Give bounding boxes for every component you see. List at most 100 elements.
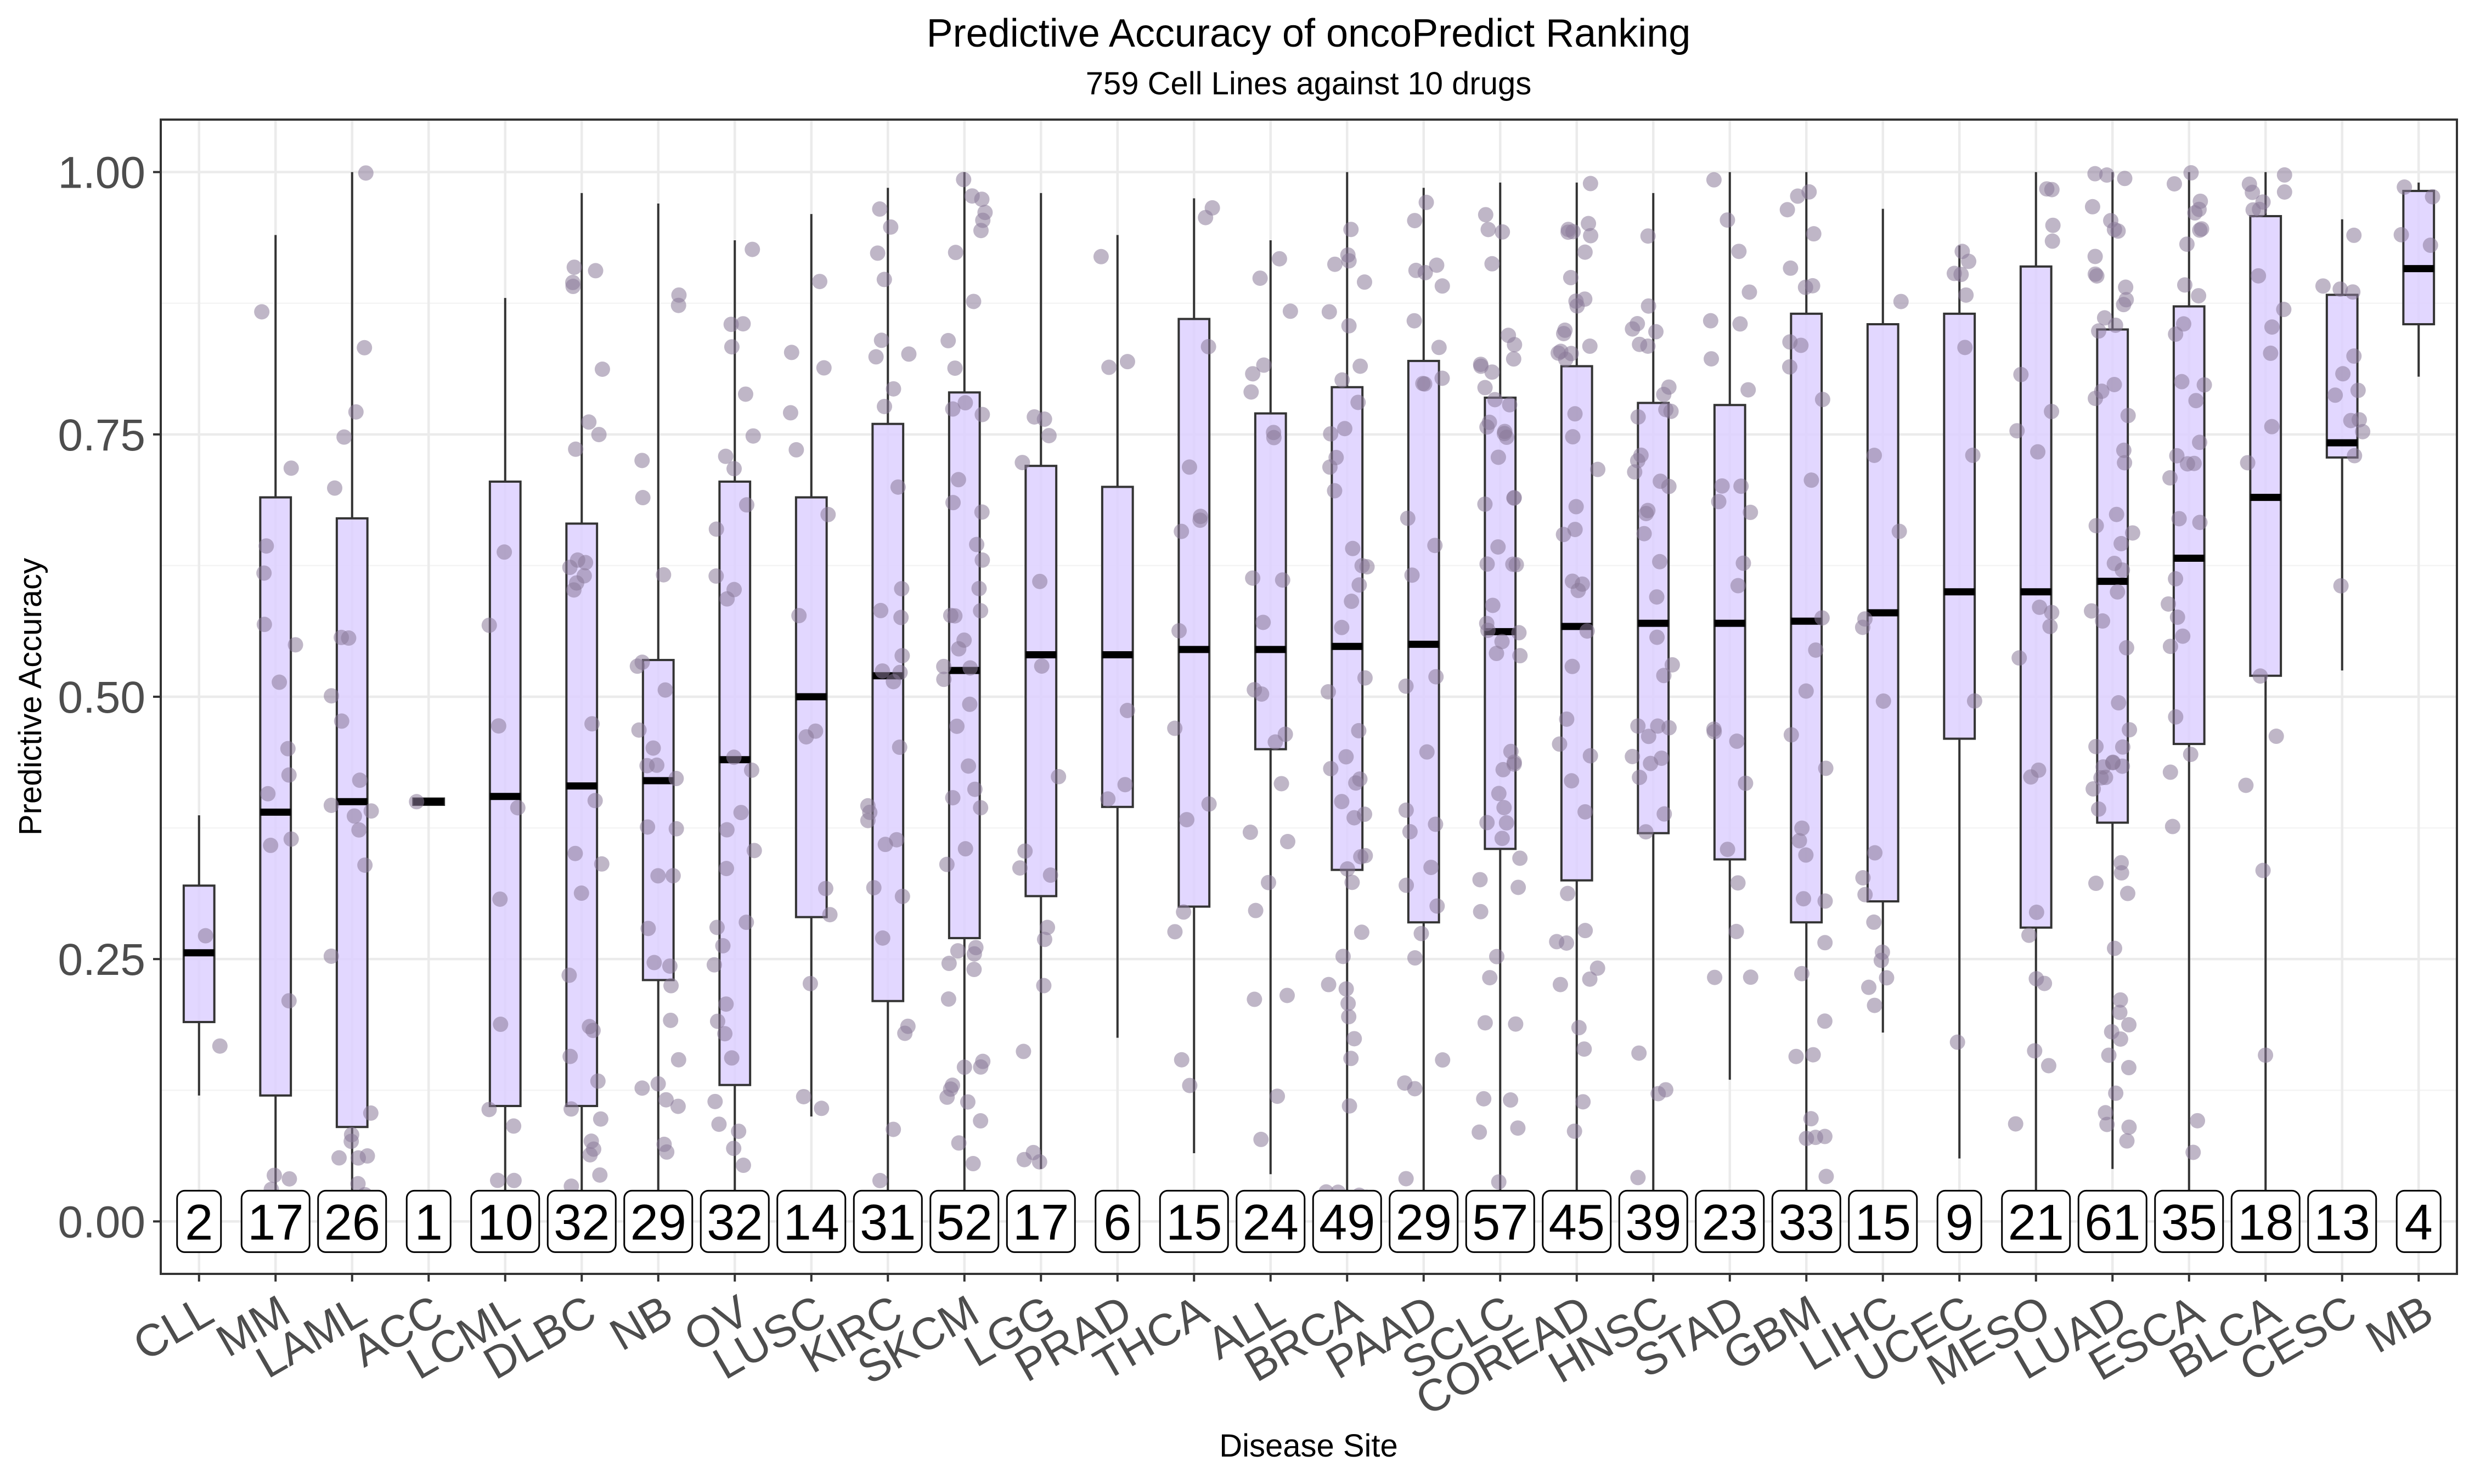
data-point [873, 602, 889, 618]
data-point [1489, 949, 1504, 964]
data-point [724, 1050, 740, 1066]
data-point [1555, 527, 1571, 543]
data-point [1649, 629, 1665, 645]
data-point [2276, 184, 2292, 200]
data-point [1357, 670, 1373, 686]
data-point [2109, 506, 2124, 522]
box-acc: 1 [405, 794, 452, 1253]
count-label: 45 [1549, 1194, 1605, 1250]
data-point [1630, 1170, 1646, 1186]
data-point [1875, 693, 1891, 709]
data-point [635, 490, 651, 506]
data-point [2116, 297, 2132, 313]
data-point [1720, 842, 1735, 857]
data-point [1564, 773, 1580, 789]
data-point [1867, 845, 1883, 861]
box-luad: 61 [2077, 166, 2147, 1253]
data-point [258, 538, 274, 554]
data-point [1266, 425, 1282, 441]
data-point [1497, 424, 1513, 439]
data-point [2258, 1047, 2274, 1063]
data-point [966, 294, 982, 309]
data-point [351, 822, 367, 838]
data-point [1650, 1086, 1666, 1102]
data-point [1552, 977, 1568, 992]
data-point [2192, 222, 2208, 238]
data-point [726, 1141, 742, 1156]
data-point [975, 212, 991, 228]
data-point [975, 1053, 991, 1069]
data-point [746, 843, 762, 859]
data-point [717, 1026, 733, 1042]
data-point [659, 1144, 675, 1160]
data-point [1563, 346, 1579, 362]
box-cesc: 13 [2307, 219, 2377, 1253]
data-point [2346, 348, 2362, 364]
data-point [2117, 171, 2133, 187]
data-point [2106, 222, 2122, 238]
data-point [2425, 189, 2440, 205]
box-gbm: 33 [1771, 172, 1841, 1253]
iqr-box [565, 522, 599, 1107]
data-point [873, 332, 889, 348]
data-point [1636, 526, 1652, 541]
data-point [868, 349, 884, 365]
data-point [1735, 555, 1751, 571]
count-label-box [470, 1189, 540, 1253]
data-point [1032, 573, 1048, 589]
data-point [1564, 658, 1580, 674]
data-point [584, 716, 600, 732]
count-label-box [1618, 1189, 1688, 1253]
data-point [956, 1059, 972, 1075]
box-blca: 18 [2230, 167, 2301, 1253]
count-label: 35 [2161, 1194, 2217, 1250]
data-point [872, 201, 888, 217]
data-point [1423, 860, 1439, 876]
data-point [1559, 711, 1575, 727]
data-point [1861, 979, 1877, 995]
count-label-box [776, 1189, 847, 1253]
data-point [962, 660, 978, 676]
data-point [957, 841, 973, 857]
data-point [2255, 862, 2271, 878]
data-point [2084, 199, 2100, 215]
data-point [1479, 815, 1495, 831]
data-point [960, 1094, 976, 1110]
data-point [2162, 470, 2178, 486]
data-point [1435, 1052, 1451, 1068]
data-point [1954, 244, 1970, 259]
data-point [1649, 589, 1665, 605]
y-tick-label: 1.00 [58, 148, 145, 198]
data-point [256, 617, 272, 633]
data-point [870, 245, 886, 261]
data-point [956, 632, 972, 648]
count-label: 17 [247, 1194, 303, 1250]
box-all: 24 [1236, 240, 1306, 1253]
data-point [1818, 760, 1834, 776]
data-point [1344, 874, 1360, 890]
data-point [492, 891, 508, 907]
data-point [1495, 761, 1511, 777]
count-label-box [1236, 1189, 1306, 1253]
data-point [1625, 748, 1641, 764]
data-point [2122, 722, 2138, 738]
data-point [1801, 184, 1817, 200]
data-point [668, 771, 684, 787]
box-coread: 45 [1542, 176, 1612, 1253]
y-tick-label: 0.00 [58, 1197, 145, 1247]
box-kirc: 31 [853, 188, 923, 1253]
count-label-box [1465, 1189, 1535, 1253]
data-point [956, 172, 972, 188]
data-point [1817, 1013, 1833, 1029]
count-label-box [853, 1189, 923, 1253]
data-point [1656, 806, 1672, 822]
data-point [281, 767, 297, 783]
data-point [735, 316, 751, 332]
data-point [1806, 226, 1822, 242]
data-point [1720, 212, 1735, 228]
data-point [2121, 1060, 2137, 1076]
data-point [2095, 759, 2111, 775]
data-point [646, 955, 662, 970]
data-point [731, 1124, 747, 1139]
data-point [1566, 1123, 1582, 1139]
